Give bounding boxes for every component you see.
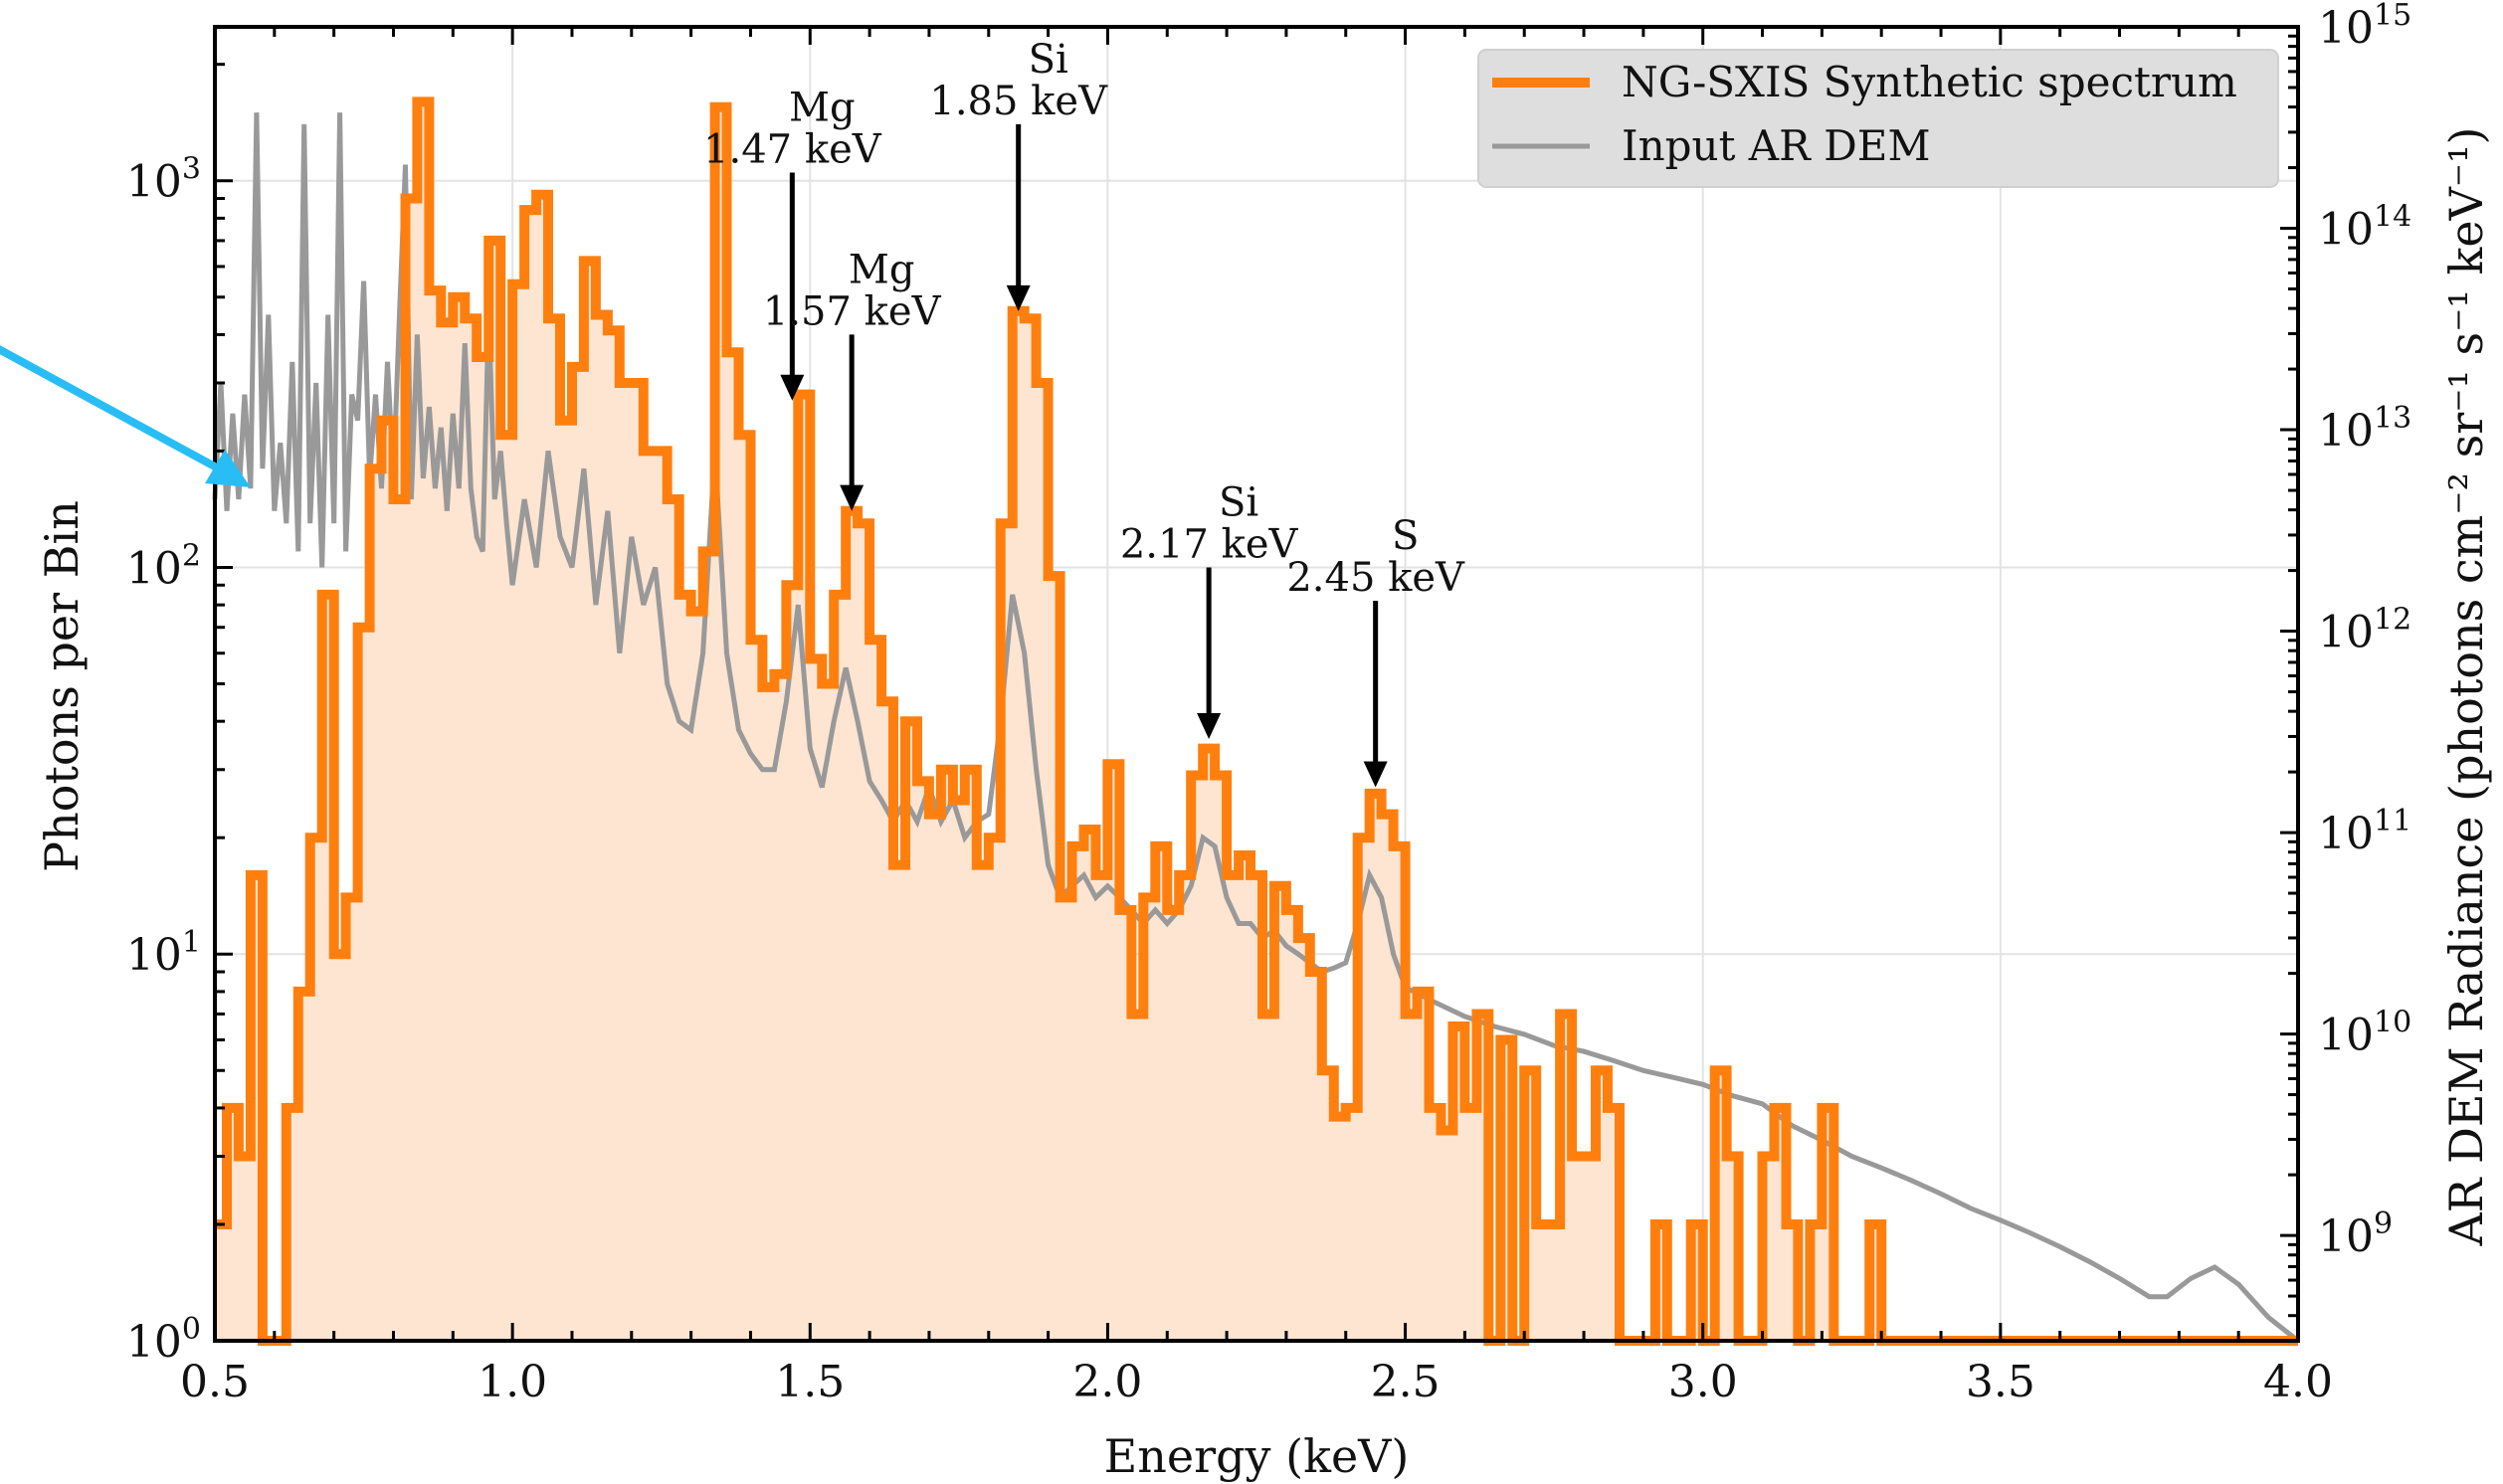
annotation-arrow-head: [1363, 761, 1388, 788]
y-tick-label-left: 103: [126, 152, 201, 208]
annotation-element-label: Si: [1219, 479, 1258, 525]
y-tick-label-right: 1011: [2318, 804, 2411, 859]
y-tick-label-right: 109: [2318, 1206, 2393, 1262]
x-axis-label: Energy (keV): [1104, 1429, 1410, 1483]
annotation-arrow-head: [1197, 712, 1222, 739]
y-tick-label-right: 1015: [2318, 0, 2411, 54]
x-tick-label: 3.0: [1668, 1357, 1738, 1407]
pointer-arrow: [0, 345, 251, 487]
annotation-energy-label: 2.45 keV: [1286, 555, 1465, 601]
y-tick-label-left: 102: [126, 538, 201, 594]
y-axis-label-left: Photons per Bin: [35, 500, 89, 872]
annotation-element-label: S: [1392, 513, 1419, 559]
y-tick-label-right: 1013: [2318, 401, 2411, 457]
y-tick-label-left: 100: [126, 1312, 201, 1368]
x-tick-label: 1.5: [775, 1357, 845, 1407]
legend-label-synthetic: NG-SXIS Synthetic spectrum: [1622, 58, 2237, 106]
annotation-arrow-head: [1006, 284, 1031, 311]
synthetic-spectrum-line: [215, 96, 2298, 1346]
annotation-energy-label: 2.17 keV: [1120, 521, 1299, 567]
x-tick-label: 3.5: [1966, 1357, 2035, 1407]
x-tick-label: 2.0: [1072, 1357, 1142, 1407]
x-tick-label: 2.5: [1371, 1357, 1441, 1407]
y-axis-label-right: AR DEM Radiance (photons cm⁻² sr⁻¹ s⁻¹ k…: [2439, 127, 2493, 1247]
annotation-arrow-head: [780, 374, 805, 401]
legend-label-dem: Input AR DEM: [1622, 121, 1930, 170]
legend: NG-SXIS Synthetic spectrum Input AR DEM: [1477, 49, 2279, 188]
axis-ticks: 0.5 1.0 1.5 2.0 2.5 3.0 3.5 4.0 100 101 102 103 109 1…: [126, 0, 2411, 1407]
y-tick-label-right: 1014: [2318, 200, 2411, 256]
y-tick-label-left: 101: [126, 925, 201, 981]
annotation-energy-label: 1.47 keV: [703, 126, 882, 172]
annotation-energy-label: 1.57 keV: [763, 288, 942, 334]
annotation-arrow-head: [840, 484, 865, 511]
x-tick-label: 0.5: [180, 1357, 250, 1407]
y-tick-label-right: 1010: [2318, 1006, 2411, 1061]
y-tick-label-right: 1012: [2318, 603, 2411, 658]
x-tick-label: 4.0: [2263, 1357, 2333, 1407]
x-tick-label: 1.0: [478, 1357, 547, 1407]
annotation-energy-label: 1.85 keV: [929, 79, 1108, 124]
legend-box: [1477, 49, 2279, 188]
annotation-element-label: Mg: [849, 247, 915, 292]
annotation-element-label: Si: [1029, 37, 1068, 83]
annotation-element-label: Mg: [789, 85, 856, 130]
